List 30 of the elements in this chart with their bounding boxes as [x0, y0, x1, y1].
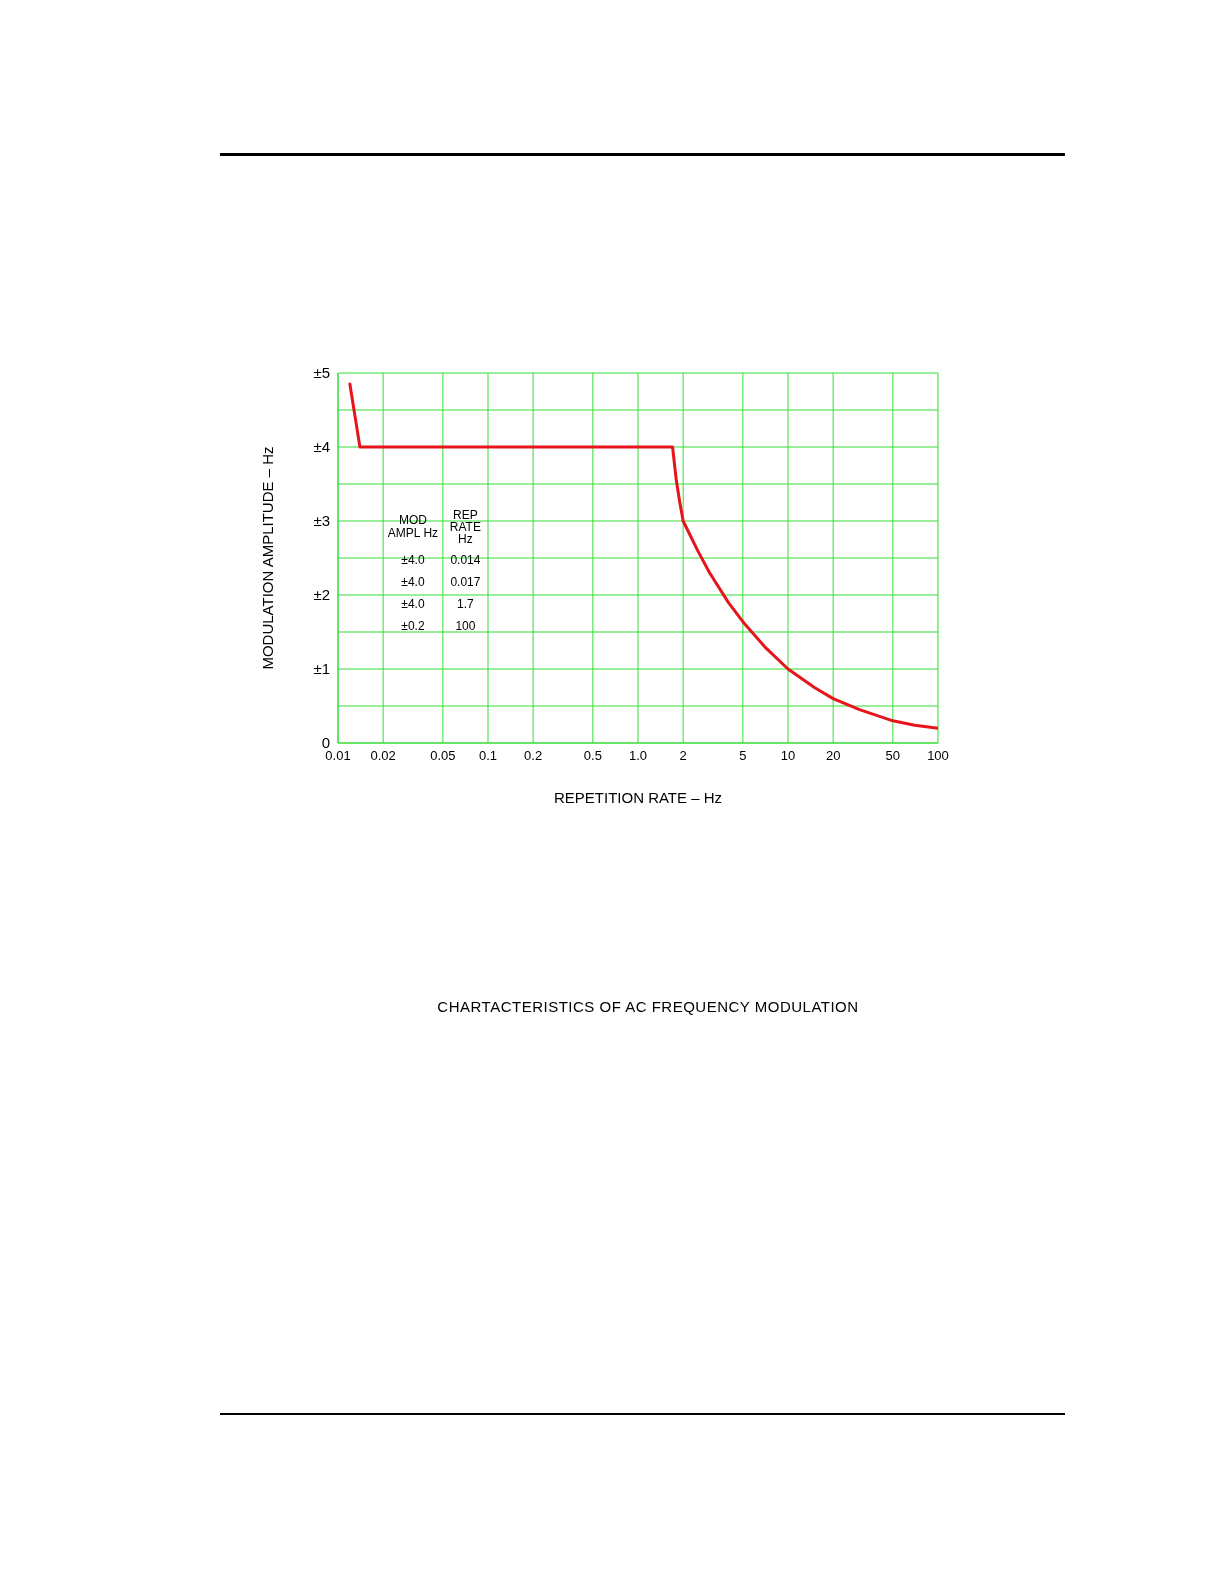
annotation: 1.7 — [457, 597, 474, 611]
x-tick-label: 1.0 — [628, 748, 648, 764]
y-tick-label: ±2 — [313, 586, 330, 604]
y-axis-title: MODULATION AMPLITUDE – Hz — [259, 446, 277, 670]
annotation: ±4.0 — [401, 596, 425, 611]
annotation: ±0.2 — [401, 618, 425, 633]
x-tick-label: 50 — [885, 748, 901, 764]
annotation: 0.014 — [450, 553, 481, 567]
x-tick-label: 10 — [780, 748, 796, 764]
y-tick-label: ±3 — [313, 512, 330, 530]
x-tick-label: 0.1 — [478, 748, 498, 764]
x-tick-label: 0.02 — [370, 748, 396, 764]
x-tick-label: 20 — [825, 748, 841, 764]
annotation: MOD AMPL Hz — [386, 513, 440, 540]
y-tick-label: ±4 — [313, 438, 330, 456]
y-tick-label: ±5 — [313, 364, 330, 382]
y-tick-label: ±1 — [313, 660, 330, 678]
annotation: ±4.0 — [401, 574, 425, 589]
x-tick-label: 2 — [679, 748, 687, 764]
annotation: 0.017 — [450, 575, 481, 589]
x-axis-title: REPETITION RATE – Hz — [553, 789, 723, 806]
x-tick-label: 0.05 — [430, 748, 456, 764]
annotation: REP RATE Hz — [448, 508, 482, 546]
x-tick-label: 100 — [927, 748, 949, 764]
annotation: 100 — [455, 619, 476, 633]
x-tick-label: 0.5 — [583, 748, 602, 764]
text: CHARTACTERISTICS OF AC FREQUENCY MODULATION — [436, 998, 860, 1015]
x-tick-label: 5 — [739, 748, 747, 764]
x-tick-label: 0.2 — [524, 748, 543, 764]
annotation: ±4.0 — [401, 552, 425, 567]
